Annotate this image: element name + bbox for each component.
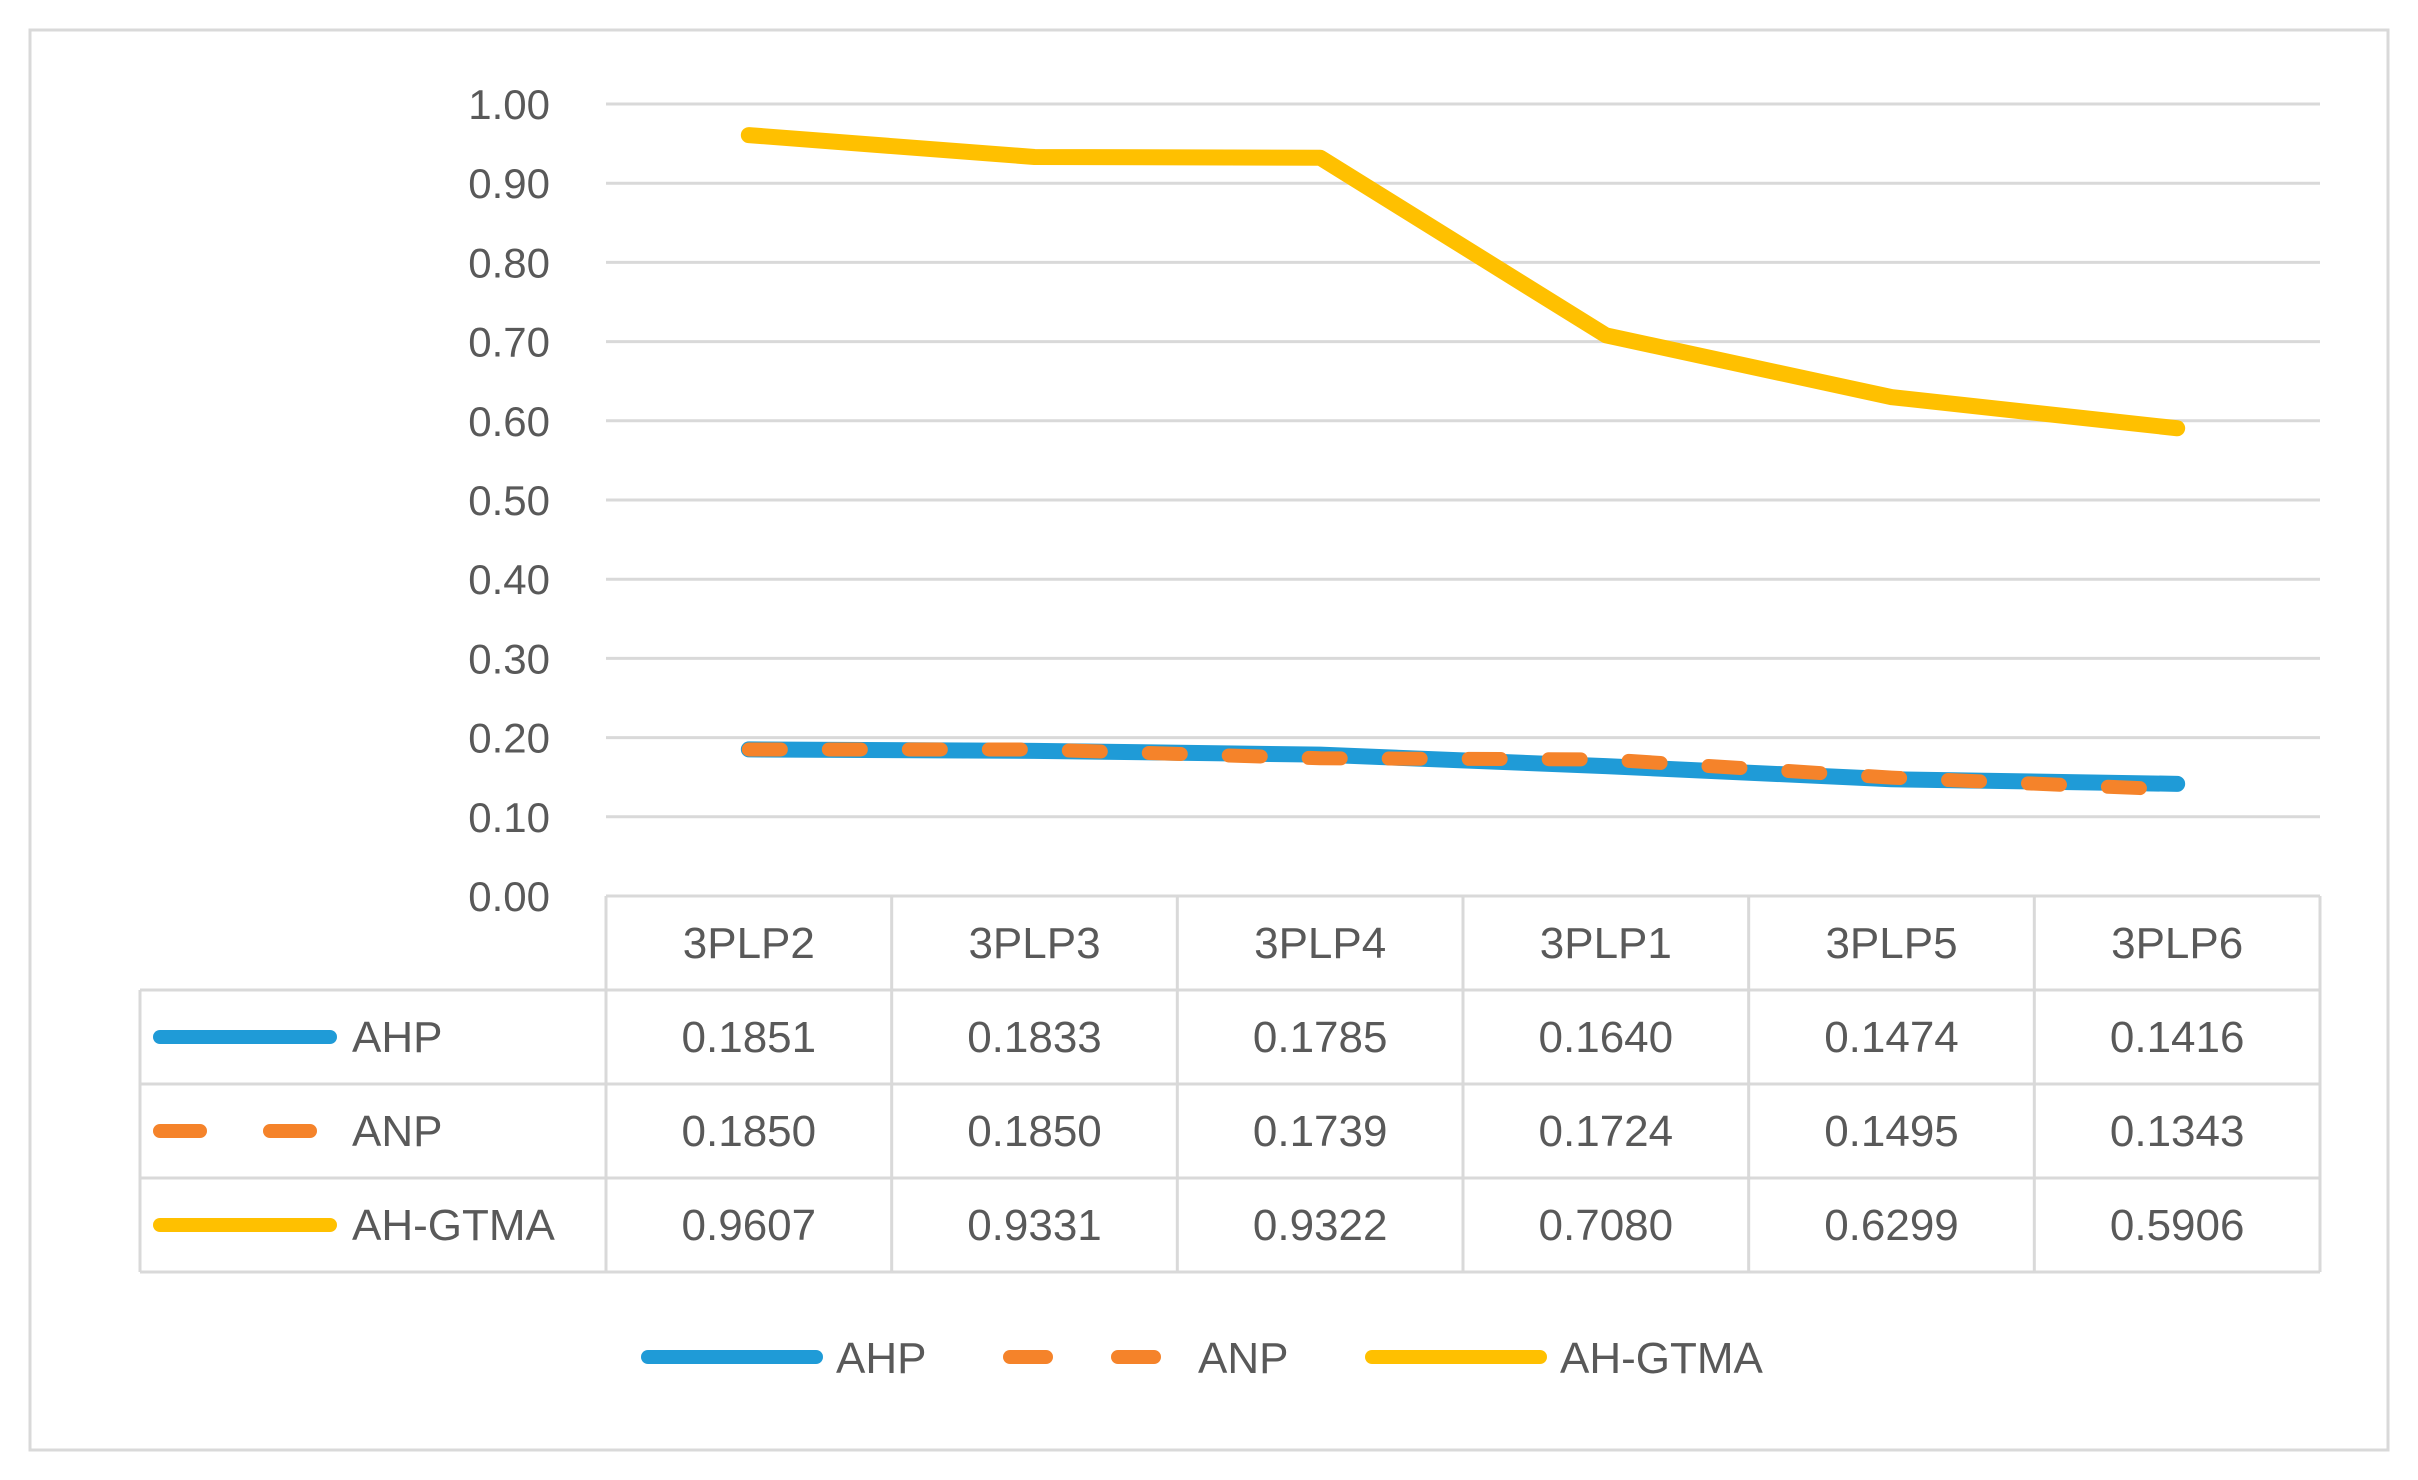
legend-label: ANP bbox=[1198, 1334, 1288, 1383]
y-axis: 0.00 0.10 0.20 0.30 0.40 0.50 0.60 0.70 0.80 0.90… bbox=[468, 81, 550, 920]
data-value-label: 0.1724 bbox=[1539, 1107, 1674, 1156]
table-series-name: ANP bbox=[352, 1107, 442, 1156]
series-line-anp bbox=[741, 742, 2185, 797]
y-tick-label: 0.50 bbox=[468, 477, 550, 524]
data-value-label: 0.1343 bbox=[2110, 1107, 2245, 1156]
data-value-label: 0.5906 bbox=[2110, 1201, 2245, 1250]
legend-label: AHP bbox=[836, 1334, 926, 1383]
series-line-ah-gtma bbox=[740, 127, 2186, 437]
x-category-label: 3PLP5 bbox=[1825, 919, 1957, 968]
data-value-label: 0.1851 bbox=[682, 1013, 817, 1062]
data-value-label: 0.1640 bbox=[1539, 1013, 1674, 1062]
data-value-label: 0.1474 bbox=[1824, 1013, 1959, 1062]
y-tick-label: 0.20 bbox=[468, 715, 550, 762]
data-value-label: 0.9607 bbox=[682, 1201, 817, 1250]
gridlines bbox=[606, 102, 2320, 819]
data-value-label: 0.1416 bbox=[2110, 1013, 2245, 1062]
y-tick-label: 0.70 bbox=[468, 319, 550, 366]
data-value-label: 0.7080 bbox=[1539, 1201, 1674, 1250]
x-category-label: 3PLP1 bbox=[1540, 919, 1672, 968]
x-category-label: 3PLP6 bbox=[2111, 919, 2243, 968]
series-lines bbox=[740, 127, 2186, 797]
chart-border bbox=[28, 28, 2390, 1452]
y-tick-label: 0.40 bbox=[468, 556, 550, 603]
y-tick-label: 0.10 bbox=[468, 794, 550, 841]
y-tick-label: 1.00 bbox=[468, 81, 550, 128]
data-value-label: 0.1785 bbox=[1253, 1013, 1388, 1062]
y-tick-label: 0.80 bbox=[468, 239, 550, 286]
y-tick-label: 0.90 bbox=[468, 160, 550, 207]
y-tick-label: 0.00 bbox=[468, 873, 550, 920]
data-value-label: 0.9331 bbox=[967, 1201, 1102, 1250]
x-category-label: 3PLP4 bbox=[1254, 919, 1386, 968]
data-value-label: 0.1739 bbox=[1253, 1107, 1388, 1156]
data-value-label: 0.6299 bbox=[1824, 1201, 1959, 1250]
data-value-label: 0.1850 bbox=[682, 1107, 817, 1156]
y-tick-label: 0.60 bbox=[468, 398, 550, 445]
x-category-label: 3PLP2 bbox=[683, 919, 815, 968]
table-series-name: AHP bbox=[352, 1013, 442, 1062]
legend-label: AH-GTMA bbox=[1560, 1334, 1764, 1383]
x-category-label: 3PLP3 bbox=[968, 919, 1100, 968]
data-value-label: 0.1495 bbox=[1824, 1107, 1959, 1156]
y-tick-label: 0.30 bbox=[468, 635, 550, 682]
table-series-name: AH-GTMA bbox=[352, 1201, 556, 1250]
data-value-label: 0.9322 bbox=[1253, 1201, 1388, 1250]
data-value-label: 0.1833 bbox=[967, 1013, 1102, 1062]
data-value-label: 0.1850 bbox=[967, 1107, 1102, 1156]
legend: AHP ANP AH-GTMA bbox=[641, 1334, 1764, 1383]
data-table: 3PLP2 3PLP3 3PLP4 3PLP1 3PLP5 3PLP6 AHP 0.1851 0… bbox=[138, 894, 2322, 1274]
